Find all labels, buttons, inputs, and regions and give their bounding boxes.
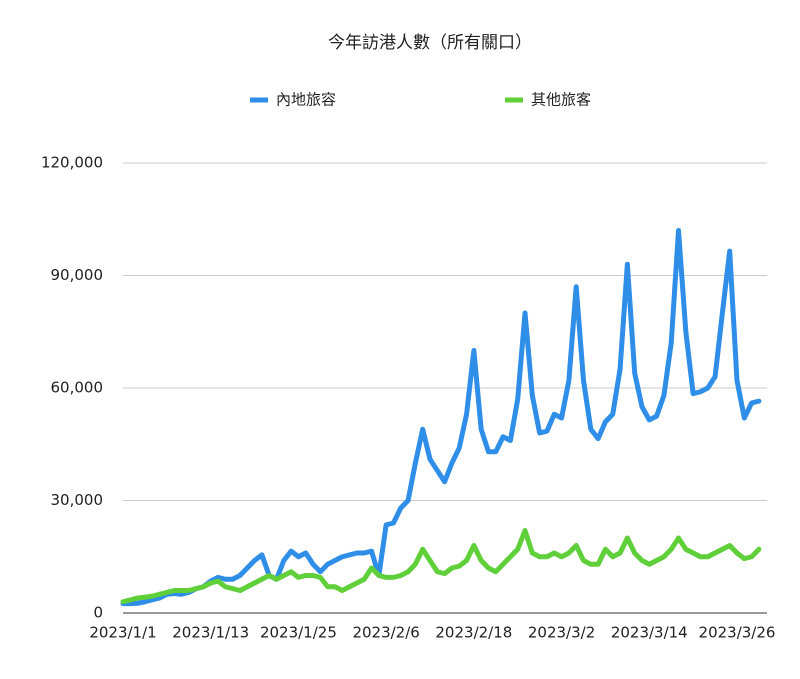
x-tick-label: 2023/1/25 [260,624,337,642]
y-tick-label: 30,000 [51,491,104,509]
x-tick-label: 2023/3/2 [528,624,595,642]
legend-label: 其他旅客 [531,91,591,109]
x-tick-label: 2023/3/26 [699,624,776,642]
x-tick-label: 2023/1/13 [172,624,249,642]
data-line [120,528,762,605]
y-tick-label: 90,000 [51,266,104,284]
x-tick-label: 2023/1/1 [89,624,156,642]
x-tick-label: 2023/2/18 [435,624,512,642]
x-tick-label: 2023/3/14 [611,624,688,642]
y-tick-label: 120,000 [41,154,103,172]
x-tick-label: 2023/2/6 [352,624,419,642]
y-tick-label: 0 [93,604,103,622]
legend-label: 內地旅容 [276,91,336,109]
y-tick-label: 60,000 [51,379,104,397]
chart-title: 今年訪港人數（所有關口） [328,33,532,53]
data-line [120,228,762,607]
